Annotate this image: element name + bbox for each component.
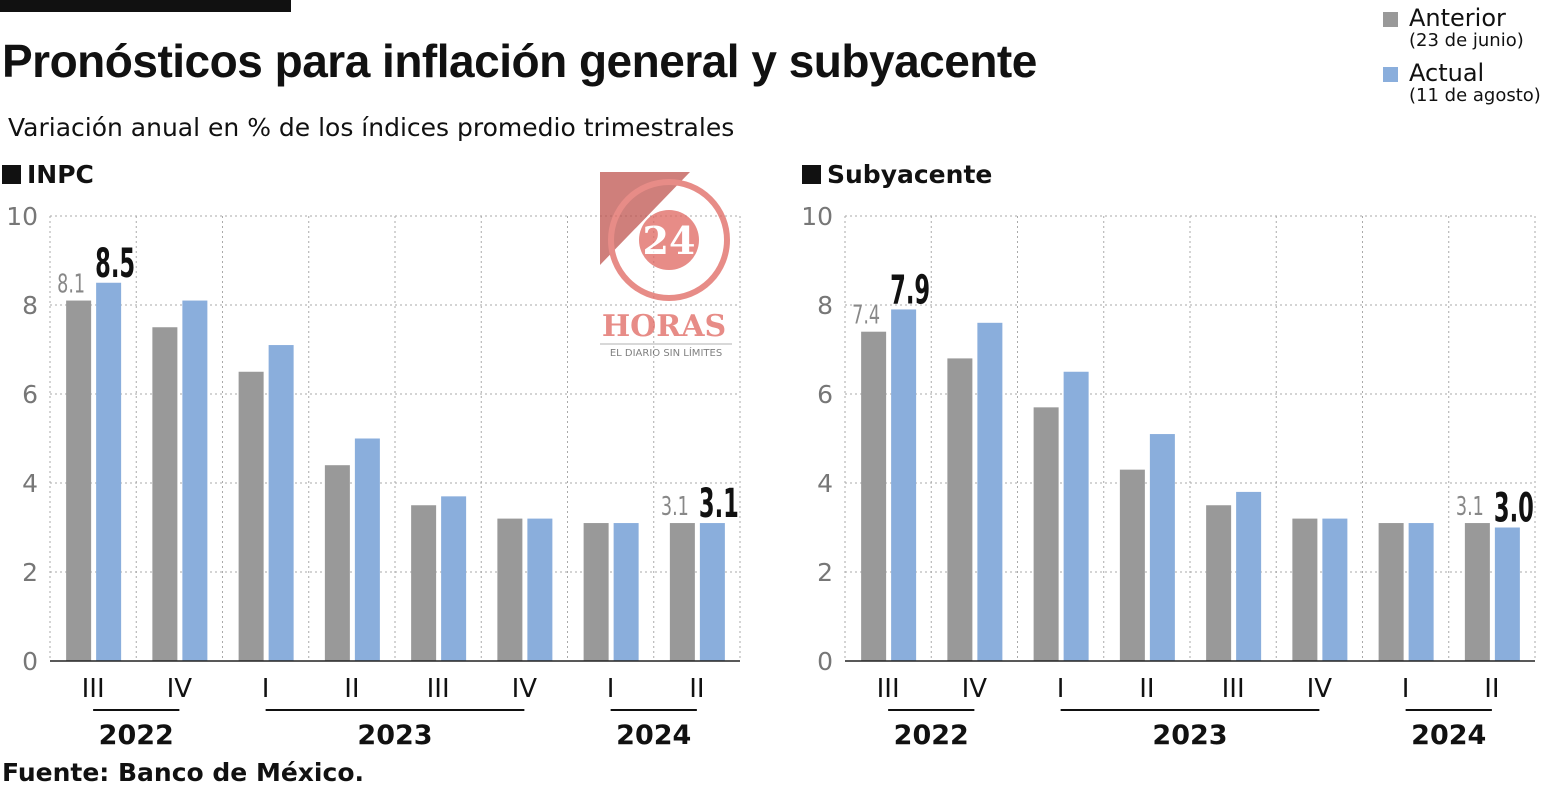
bar-actual — [268, 345, 294, 661]
y-tick-label: 10 — [6, 202, 38, 231]
legend-sublabel: (11 de agosto) — [1409, 85, 1541, 106]
x-tick-label: I — [262, 674, 270, 704]
svg-text:24: 24 — [643, 218, 696, 263]
y-tick-label: 6 — [22, 380, 38, 409]
bar-actual — [613, 523, 639, 661]
y-tick-label: 10 — [801, 202, 833, 231]
data-label-actual: 3.1 — [699, 481, 739, 527]
data-label-anterior: 8.1 — [57, 270, 85, 300]
panel-title-text: Subyacente — [827, 160, 993, 189]
y-tick-label: 4 — [817, 469, 833, 498]
y-tick-label: 0 — [22, 647, 38, 676]
data-label-actual: 8.5 — [95, 241, 135, 287]
bar-actual — [441, 496, 467, 661]
bar-actual — [1149, 434, 1175, 661]
bar-anterior — [152, 327, 178, 661]
bar-actual — [96, 282, 122, 661]
bar-actual — [182, 300, 208, 661]
x-tick-label: IV — [512, 674, 538, 704]
chart-subtitle: Variación anual en % de los índices prom… — [8, 113, 735, 142]
bar-anterior — [238, 371, 264, 661]
legend-item-actual: Actual (11 de agosto) — [1383, 60, 1541, 106]
panel-title-text: INPC — [27, 160, 94, 189]
bar-anterior — [66, 300, 92, 661]
bar-actual — [1494, 527, 1520, 661]
y-tick-label: 8 — [22, 291, 38, 320]
x-tick-label: IV — [962, 674, 988, 704]
top-bar — [0, 0, 291, 12]
panel-title-inpc: INPC — [2, 160, 94, 189]
panel-title-subyacente: Subyacente — [802, 160, 992, 189]
y-tick-label: 6 — [817, 380, 833, 409]
bar-anterior — [1119, 469, 1145, 661]
x-tick-label: II — [1484, 674, 1499, 704]
legend-sublabel: (23 de junio) — [1409, 30, 1524, 51]
data-label-anterior: 7.4 — [852, 301, 880, 331]
y-tick-label: 0 — [817, 647, 833, 676]
y-tick-label: 4 — [22, 469, 38, 498]
legend-swatch — [1383, 67, 1398, 82]
legend: Anterior (23 de junio) Actual (11 de ago… — [1383, 5, 1541, 115]
data-label-anterior: 3.1 — [661, 492, 689, 522]
bar-anterior — [1033, 407, 1059, 661]
x-tick-label: II — [689, 674, 704, 704]
svg-text:EL DIARIO SIN LÍMITES: EL DIARIO SIN LÍMITES — [610, 346, 722, 359]
bar-actual — [977, 322, 1003, 661]
bar-anterior — [1464, 523, 1490, 661]
year-label: 2023 — [1152, 720, 1227, 751]
source-note: Fuente: Banco de México. — [2, 758, 364, 787]
year-label: 2023 — [357, 720, 432, 751]
y-tick-label: 2 — [22, 558, 38, 587]
legend-label: Anterior — [1409, 4, 1506, 32]
bar-anterior — [324, 465, 350, 661]
bar-anterior — [411, 505, 437, 661]
svg-text:HORAS: HORAS — [602, 309, 726, 344]
x-tick-label: III — [1222, 674, 1245, 704]
chart-title: Pronósticos para inflación general y sub… — [2, 35, 1037, 87]
x-tick-label: III — [82, 674, 105, 704]
year-label: 2024 — [1411, 720, 1486, 751]
x-tick-label: IV — [1307, 674, 1333, 704]
bar-actual — [354, 438, 380, 661]
legend-swatch — [1383, 12, 1398, 27]
legend-item-anterior: Anterior (23 de junio) — [1383, 5, 1541, 51]
year-label: 2024 — [616, 720, 691, 751]
x-tick-label: I — [607, 674, 615, 704]
data-label-actual: 3.0 — [1494, 486, 1534, 532]
x-tick-label: I — [1402, 674, 1410, 704]
bar-actual — [699, 523, 725, 661]
bar-anterior — [1292, 518, 1318, 661]
bar-anterior — [669, 523, 695, 661]
data-label-actual: 7.9 — [890, 267, 930, 313]
bar-actual — [891, 309, 917, 661]
bar-actual — [1236, 491, 1262, 661]
year-label: 2022 — [99, 720, 174, 751]
y-tick-label: 8 — [817, 291, 833, 320]
legend-label: Actual — [1409, 59, 1485, 87]
x-tick-label: III — [877, 674, 900, 704]
y-tick-label: 2 — [817, 558, 833, 587]
bar-actual — [1322, 518, 1348, 661]
x-tick-label: IV — [167, 674, 193, 704]
bar-anterior — [947, 358, 973, 661]
year-label: 2022 — [894, 720, 969, 751]
x-tick-label: II — [344, 674, 359, 704]
x-tick-label: III — [427, 674, 450, 704]
bar-anterior — [861, 331, 887, 661]
bar-anterior — [1206, 505, 1232, 661]
bar-actual — [527, 518, 553, 661]
x-tick-label: II — [1139, 674, 1154, 704]
bar-anterior — [497, 518, 523, 661]
bar-actual — [1408, 523, 1434, 661]
bar-anterior — [1378, 523, 1404, 661]
bar-anterior — [583, 523, 609, 661]
bar-actual — [1063, 371, 1089, 661]
x-tick-label: I — [1057, 674, 1065, 704]
data-label-anterior: 3.1 — [1456, 492, 1484, 522]
